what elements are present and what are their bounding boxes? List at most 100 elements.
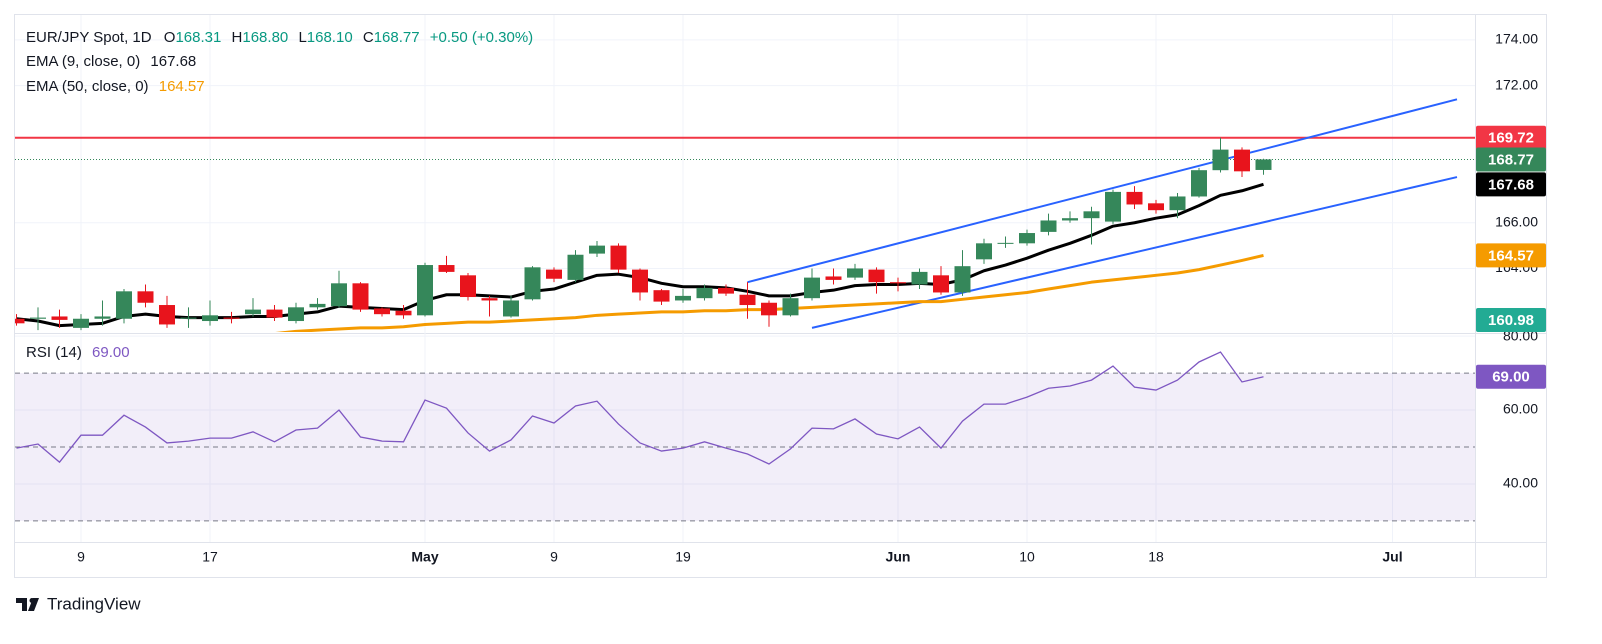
legend-line: EMA (50, close, 0) 164.57 xyxy=(26,78,205,95)
candle-body xyxy=(1148,203,1164,211)
candle-body xyxy=(374,308,390,315)
candle-body xyxy=(911,271,928,285)
candle-body xyxy=(116,291,132,319)
candle-body xyxy=(288,307,304,322)
candle-body xyxy=(73,318,89,328)
brand-name: TradingView xyxy=(47,594,141,613)
ohlc-key: O xyxy=(164,29,176,46)
channel-line xyxy=(747,98,1458,284)
price-badge-label: 169.72 xyxy=(1488,130,1534,147)
candle-body xyxy=(1062,218,1078,221)
rsi-pane xyxy=(15,351,1475,522)
logo-mark xyxy=(16,598,39,611)
x-tick-label: Jul xyxy=(1382,549,1402,565)
price-badge xyxy=(1476,172,1546,197)
price-badge xyxy=(1476,147,1546,172)
ema-line xyxy=(16,182,1264,328)
candle-body xyxy=(331,283,347,307)
candle-body xyxy=(739,294,756,306)
candle-body xyxy=(180,317,197,319)
candle-body xyxy=(417,265,433,316)
candle-body xyxy=(1169,196,1186,211)
candle-body xyxy=(933,275,949,293)
ohlc-key: L xyxy=(298,29,306,46)
candle-body xyxy=(1191,170,1207,197)
candle-body xyxy=(30,317,46,319)
candle-body xyxy=(159,305,175,325)
symbol: EUR/JPY Spot, 1D xyxy=(26,29,152,46)
y-tick-label: 172.00 xyxy=(1495,76,1538,92)
ohlc-value: 168.31 xyxy=(175,29,221,46)
candle-body xyxy=(1040,220,1057,232)
x-tick-label: 19 xyxy=(675,549,691,565)
price-badge xyxy=(1476,125,1546,150)
candle-body xyxy=(460,275,476,298)
legend-name: EMA (9, close, 0) xyxy=(26,53,140,70)
chart-frame xyxy=(14,14,1547,578)
candle-body xyxy=(976,243,992,260)
candle-body xyxy=(438,265,455,272)
x-tick-label: 9 xyxy=(77,549,85,565)
candle-body xyxy=(653,290,670,302)
candle-body xyxy=(202,315,218,322)
y-tick-label: 40.00 xyxy=(1503,475,1538,491)
x-tick-label: May xyxy=(411,549,438,565)
candle-body xyxy=(696,287,713,299)
price-badge-label: 167.68 xyxy=(1488,176,1534,193)
rsi-title: RSI (14) xyxy=(26,344,82,361)
candle-body xyxy=(1083,211,1100,219)
candle-body xyxy=(1234,149,1250,172)
candle-body xyxy=(51,316,68,320)
ohlc-key: H xyxy=(232,29,243,46)
candle-body xyxy=(1255,159,1272,170)
axes: 917May919Jun1018Jul164.00166.00172.00174… xyxy=(77,31,1546,565)
candle-body xyxy=(782,298,799,316)
price-badge xyxy=(1476,308,1546,332)
price-badge xyxy=(1476,364,1546,389)
candle-body xyxy=(94,316,111,319)
candle-body xyxy=(481,298,498,301)
candle-body xyxy=(610,245,627,270)
price-badge-label: 168.77 xyxy=(1488,151,1534,168)
candle-body xyxy=(309,303,326,308)
candle-body xyxy=(1019,233,1035,244)
candle-body xyxy=(847,268,863,278)
candle-body xyxy=(954,266,971,293)
price-badge-label: 69.00 xyxy=(1492,369,1530,386)
candle-body xyxy=(632,269,648,293)
y-tick-label: 60.00 xyxy=(1503,401,1538,417)
rsi-line xyxy=(16,351,1264,465)
candle-body xyxy=(395,310,412,316)
rsi-value: 69.00 xyxy=(92,344,130,361)
price-badge-label: 164.57 xyxy=(1488,247,1534,264)
x-tick-label: 9 xyxy=(550,549,558,565)
legend-value: 164.57 xyxy=(159,78,205,95)
candle-body xyxy=(503,300,519,317)
header-line: EUR/JPY Spot, 1D O168.31 H168.80 L168.10… xyxy=(26,29,533,46)
brand-logo: TradingView xyxy=(16,594,141,613)
price-badge-label: 160.98 xyxy=(1488,312,1534,329)
y-tick-label: 166.00 xyxy=(1495,213,1538,229)
ohlc-key: C xyxy=(363,29,374,46)
candle-body xyxy=(718,287,734,294)
ema-line xyxy=(275,253,1264,332)
candle-body xyxy=(524,267,541,300)
candle-body xyxy=(589,245,605,254)
candle-body xyxy=(1126,191,1143,205)
x-tick-label: 10 xyxy=(1019,549,1035,565)
ohlc-value: 168.77 xyxy=(374,29,420,46)
candle-body xyxy=(675,295,691,301)
logo-dot xyxy=(29,598,35,603)
y-tick-label: 174.00 xyxy=(1495,31,1538,47)
ohlc-value: 168.10 xyxy=(307,29,353,46)
candle-body xyxy=(567,254,584,280)
candle-body xyxy=(1105,191,1121,222)
candle-body xyxy=(223,317,240,319)
candle-body xyxy=(15,318,25,324)
legend-line: EMA (9, close, 0) 167.68 xyxy=(26,53,196,70)
candle-body xyxy=(266,309,283,318)
candle-body xyxy=(997,242,1014,244)
x-tick-label: 18 xyxy=(1148,549,1164,565)
